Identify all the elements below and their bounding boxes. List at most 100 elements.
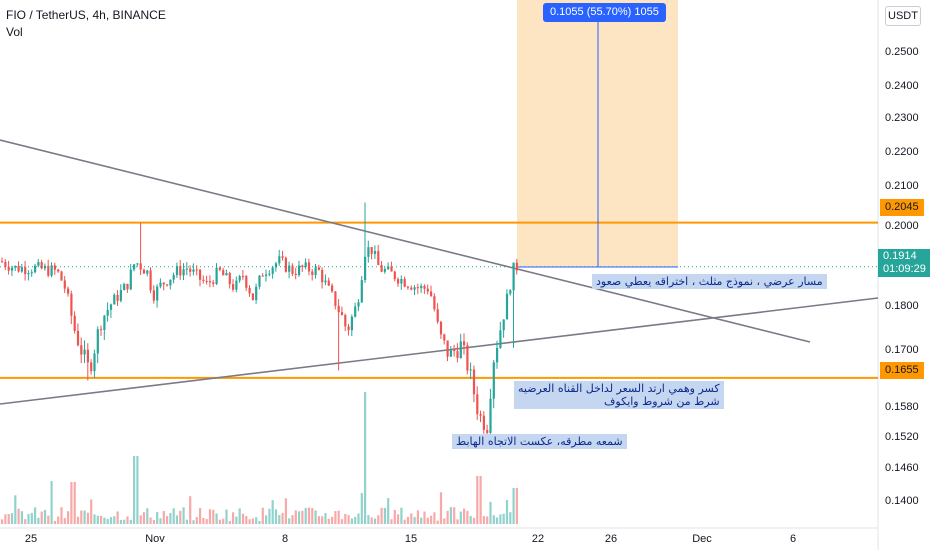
candle-body <box>225 272 228 276</box>
candle-body <box>232 284 235 290</box>
candle <box>413 285 416 296</box>
candle-body <box>301 265 304 268</box>
candle-body <box>416 287 419 289</box>
y-tick-label: 0.1700 <box>885 344 919 356</box>
volume-bar <box>139 515 142 524</box>
candle <box>327 277 330 287</box>
volume-bar <box>34 507 37 524</box>
candle <box>291 263 294 277</box>
volume-bar <box>311 507 314 524</box>
annotation-triangle[interactable]: مسار عرضي ، نموذج مثلث ، اختراقه يعطي صع… <box>592 274 827 289</box>
volume-bar <box>70 482 73 524</box>
candle <box>268 270 271 277</box>
y-tick-label: 0.2200 <box>885 146 919 158</box>
volume-bar <box>433 512 436 524</box>
current-price: 0.1914 <box>883 250 917 262</box>
currency-button[interactable]: USDT <box>885 6 921 26</box>
volume-bar <box>195 517 198 524</box>
volume-bar <box>512 488 515 524</box>
volume-label: Vol <box>6 25 23 39</box>
candle-body <box>199 269 202 280</box>
volume-bar <box>93 514 96 524</box>
annotation-false-break[interactable]: كسر وهمي ارتد السعر لداخل القناه العرضيه… <box>514 381 724 409</box>
candle-body <box>126 283 129 290</box>
descending-trendline <box>0 139 811 343</box>
candle-body <box>205 280 208 282</box>
volume-bar <box>373 518 377 524</box>
candle <box>166 284 169 287</box>
candle <box>321 267 324 289</box>
candle <box>73 311 76 334</box>
volume-bar <box>439 492 443 524</box>
candle <box>311 268 314 281</box>
candle <box>76 323 80 347</box>
candle-body <box>228 272 231 285</box>
candle-body <box>238 276 241 281</box>
candle <box>364 202 367 283</box>
candle-body <box>142 269 146 274</box>
volume-bar <box>364 392 367 524</box>
candle <box>185 262 188 276</box>
candle-body <box>344 315 347 327</box>
candle <box>172 272 175 284</box>
volume-bar <box>40 511 43 524</box>
volume-bar <box>251 518 254 524</box>
candle <box>274 261 278 272</box>
candle <box>360 275 363 303</box>
volume-bar <box>463 508 466 524</box>
candle <box>90 359 93 375</box>
candle <box>60 270 63 281</box>
candle <box>93 349 96 379</box>
candle <box>142 268 146 274</box>
candle <box>248 285 251 297</box>
volume-bar <box>106 518 109 524</box>
volume-bar <box>354 516 357 524</box>
candle <box>235 276 238 293</box>
candle <box>439 320 443 339</box>
volume-bar <box>235 516 238 524</box>
annotation-false-break-line1: كسر وهمي ارتد السعر لداخل القناه العرضيه <box>518 382 720 395</box>
candle-body <box>7 266 10 271</box>
volume-bar <box>215 513 218 524</box>
volume-bar <box>255 517 258 524</box>
candle-body <box>241 276 245 278</box>
candle-body <box>255 286 258 301</box>
volume-bar <box>27 513 30 524</box>
volume-bar <box>278 515 281 524</box>
candle-body <box>129 269 132 290</box>
candle <box>509 289 512 296</box>
volume-bar <box>436 520 439 524</box>
candle-body <box>136 263 139 265</box>
volume-bar <box>449 507 452 524</box>
annotation-hammer[interactable]: شمعه مطرقه، عكست الاتجاه الهابط <box>452 434 627 449</box>
volume-bar <box>426 517 429 524</box>
candle <box>406 285 410 290</box>
volume-bar <box>331 516 334 524</box>
candle <box>133 263 136 272</box>
candle-body <box>492 362 495 399</box>
candle <box>179 259 182 280</box>
candle <box>387 262 390 271</box>
volume-bar <box>274 509 278 524</box>
candle <box>298 260 301 277</box>
candle-body <box>367 247 370 257</box>
volume-bar <box>1 519 4 524</box>
candle <box>486 424 489 436</box>
volume-bar <box>166 516 169 524</box>
candle <box>215 263 218 285</box>
candle-body <box>509 290 512 294</box>
candle-body <box>4 261 7 267</box>
y-tick-label: 0.1460 <box>885 462 919 474</box>
candle-body <box>337 305 340 313</box>
volume-bar <box>162 511 165 524</box>
candle-body <box>357 302 360 307</box>
candle <box>281 250 284 261</box>
volume-bar <box>416 510 419 524</box>
candle-body <box>90 362 93 372</box>
candle <box>109 303 113 318</box>
annotation-false-break-line2: شرط من شروط وايكوف <box>604 395 720 408</box>
volume-bar <box>116 511 119 524</box>
candle <box>136 262 139 267</box>
